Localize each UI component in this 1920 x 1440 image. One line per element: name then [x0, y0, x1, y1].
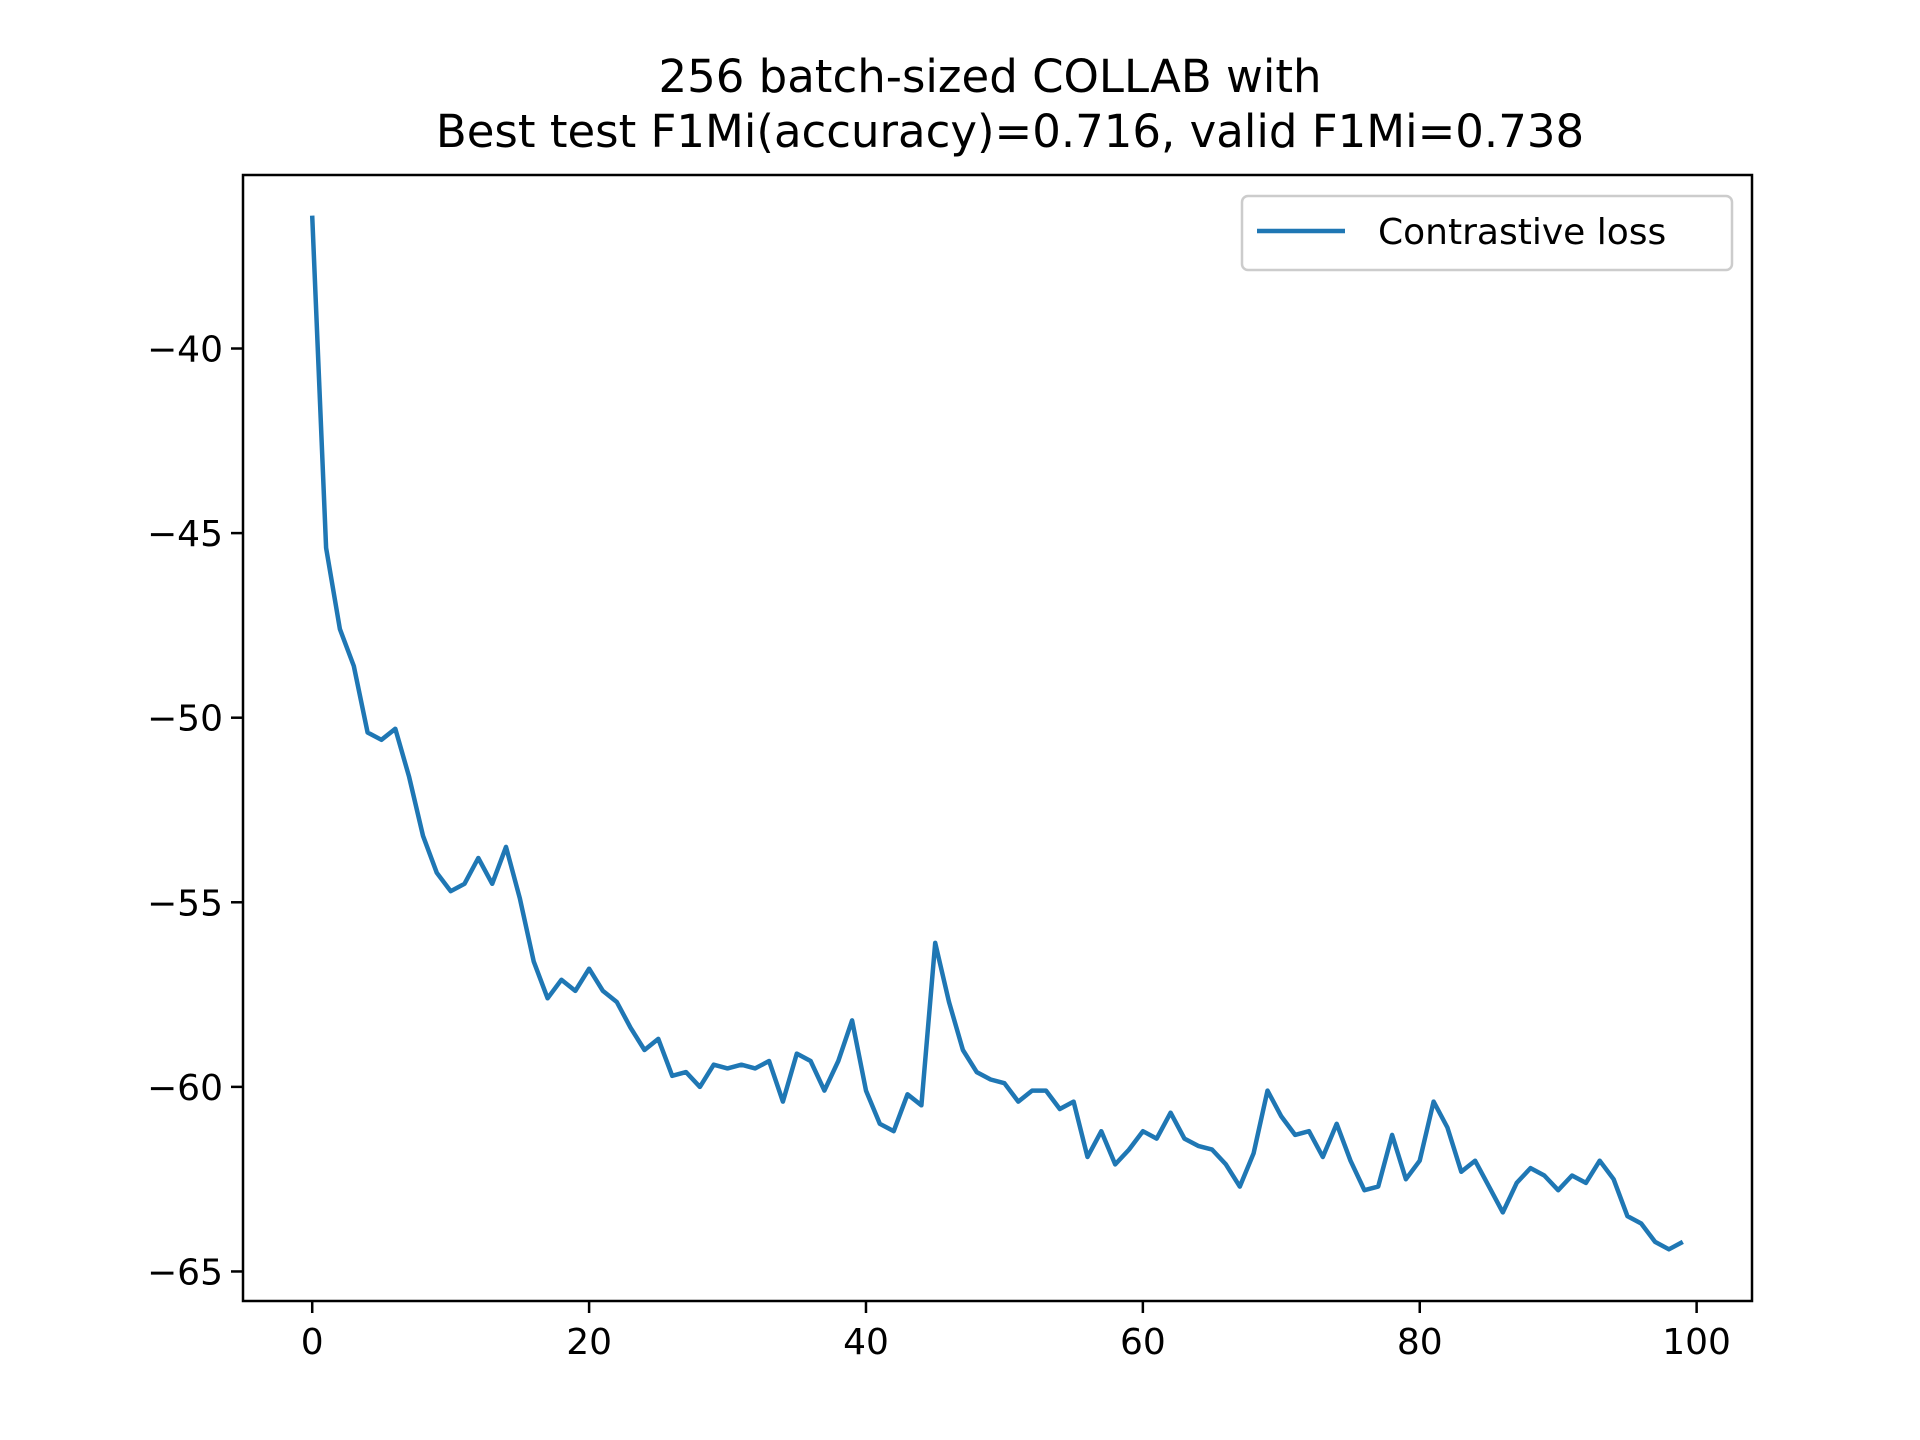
series-layer [309, 215, 1684, 1252]
legend-box [1240, 194, 1734, 272]
chart-title: 256 batch-sized COLLAB with [658, 50, 1321, 103]
y-tick-label: −50 [147, 699, 223, 740]
y-tick-label: −65 [147, 1252, 223, 1293]
y-axis: −40 −45 −50 −55 −60 −65 [147, 330, 243, 1293]
x-tick-label: 80 [1397, 1322, 1443, 1363]
x-tick-label: 0 [301, 1322, 324, 1363]
plot-area [243, 175, 1752, 1301]
plot-frame [241, 173, 1754, 1303]
series-line-0 [309, 215, 1684, 1252]
x-tick-label: 60 [1120, 1322, 1166, 1363]
y-tick-label: −45 [147, 514, 223, 555]
x-tick-label: 20 [566, 1322, 612, 1363]
y-tick-label: −55 [147, 883, 223, 924]
x-tick-label: 40 [843, 1322, 889, 1363]
x-tick-label: 100 [1662, 1322, 1731, 1363]
y-tick-label: −40 [147, 330, 223, 371]
y-tick-label: −60 [147, 1068, 223, 1109]
legend-label: Contrastive loss [1378, 212, 1666, 253]
legend: Contrastive loss [1240, 194, 1734, 272]
chart-subtitle: Best test F1Mi(accuracy)=0.716, valid F1… [436, 105, 1584, 158]
x-axis: 0 20 40 60 80 100 [301, 1301, 1731, 1363]
